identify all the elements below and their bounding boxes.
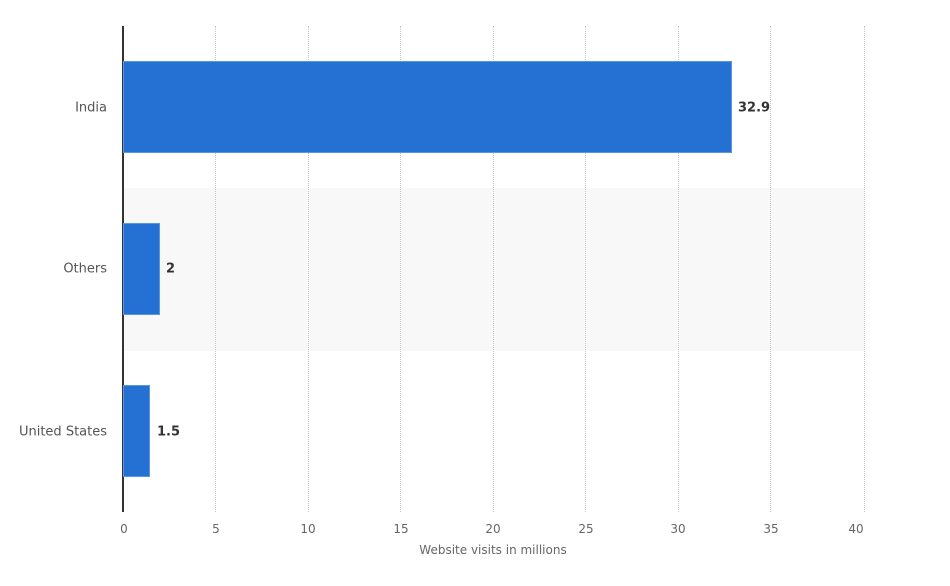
x-tick-label: 15 bbox=[393, 522, 409, 536]
gridline bbox=[678, 26, 679, 512]
x-tick-label: 20 bbox=[485, 522, 501, 536]
gridline bbox=[585, 26, 586, 512]
bar-india[interactable] bbox=[123, 61, 732, 153]
x-tick-label: 0 bbox=[120, 522, 128, 536]
category-label-others: Others bbox=[63, 261, 107, 277]
gridline bbox=[215, 26, 216, 512]
x-tick-label: 5 bbox=[212, 522, 220, 536]
gridline bbox=[400, 26, 401, 512]
bar-others[interactable] bbox=[123, 223, 160, 315]
category-label-united-states: United States bbox=[18, 424, 107, 440]
x-tick-label: 40 bbox=[848, 522, 864, 536]
gridline bbox=[308, 26, 309, 512]
value-label-others: 2 bbox=[166, 261, 176, 277]
gridline bbox=[493, 26, 494, 512]
x-axis-title: Website visits in millions bbox=[419, 543, 567, 557]
x-tick-label: 30 bbox=[670, 522, 686, 536]
x-tick-label: 25 bbox=[578, 522, 594, 536]
bar-united-states[interactable] bbox=[123, 385, 150, 477]
x-tick-label: 35 bbox=[763, 522, 779, 536]
gridline bbox=[864, 26, 865, 512]
value-label-united-states: 1.5 bbox=[157, 424, 181, 440]
x-tick-label: 10 bbox=[300, 522, 316, 536]
gridline bbox=[770, 26, 771, 512]
category-band bbox=[124, 188, 865, 351]
value-label-india: 32.9 bbox=[738, 100, 771, 116]
category-label-india: India bbox=[75, 100, 107, 116]
